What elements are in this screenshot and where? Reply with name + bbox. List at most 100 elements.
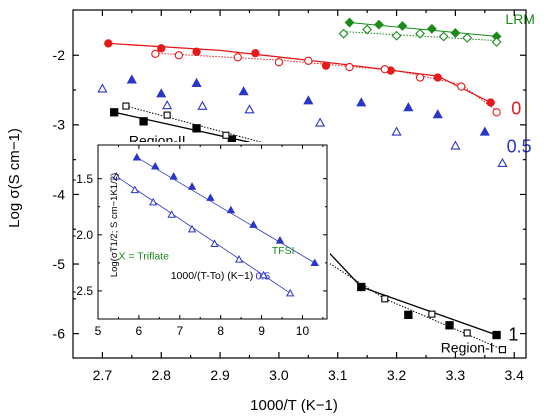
inset-x-tick-label: 5 <box>95 324 102 338</box>
data-point-series-5 <box>162 100 173 110</box>
main-plot-frame <box>72 9 527 359</box>
data-point-series-4 <box>403 102 414 112</box>
data-point-series-6 <box>110 108 119 117</box>
inset-y-tick-label: -2.0 <box>72 228 93 242</box>
data-point-series-2 <box>157 44 166 53</box>
data-point-series-5 <box>497 157 508 167</box>
data-point-series-1 <box>338 28 349 39</box>
inset-data-point-series-1 <box>130 185 139 194</box>
inset-label-x-triflate: X = Triflate <box>118 251 169 263</box>
inset-data-point-series-0 <box>275 236 285 244</box>
data-point-series-5 <box>97 83 108 93</box>
main-y-tick-label: -4 <box>53 186 66 202</box>
data-point-series-5 <box>244 104 255 114</box>
x1-open-fit-line <box>125 105 503 351</box>
data-point-series-4 <box>303 95 314 105</box>
main-axes: 2.7 2.8 2.9 3.0 3.1 3.2 3.3 3.4 -2 -3 -4 -5 -6 <box>53 9 527 383</box>
data-point-series-6 <box>139 117 148 126</box>
data-point-series-6 <box>357 282 366 292</box>
data-point-series-2 <box>251 49 260 58</box>
data-point-series-1 <box>362 24 373 35</box>
inset-data-point-series-1 <box>149 197 158 206</box>
data-point-series-3 <box>492 108 501 117</box>
data-point-series-7 <box>463 329 471 337</box>
label-x05: 0.5 <box>507 137 532 157</box>
main-y-tick-label: -3 <box>53 117 66 133</box>
data-point-series-2 <box>433 73 442 82</box>
data-point-series-5 <box>391 126 402 136</box>
main-x-tick-label: 2.7 <box>93 367 113 383</box>
label-x1: 1 <box>508 325 518 345</box>
inset-y-axis-label: Log(σT1/2; S cm−1K1/2) <box>109 173 120 277</box>
main-y-tick-label: -5 <box>53 256 66 272</box>
inset-data-point-series-1 <box>259 270 268 279</box>
data-point-series-3 <box>233 53 242 62</box>
data-point-series-7 <box>381 295 389 303</box>
label-lrm: LRM <box>505 11 535 27</box>
main-x-tick-label: 3.2 <box>387 367 407 383</box>
data-point-series-6 <box>404 310 413 319</box>
data-point-series-5 <box>450 140 461 150</box>
inset-y-tick-label: -1.5 <box>72 172 93 186</box>
main-x-tick-label: 3.3 <box>446 367 466 383</box>
data-point-series-7 <box>122 102 130 110</box>
inset-plot-frame <box>97 144 328 320</box>
main-y-axis-label: Log σ(S cm−1) <box>6 128 23 228</box>
main-x-tick-label: 3.1 <box>328 367 348 383</box>
inset-data-point-series-0 <box>169 172 178 180</box>
inset-label-x05: 0.5 <box>255 271 270 283</box>
data-point-series-1 <box>462 32 473 43</box>
data-point-series-7 <box>428 310 436 318</box>
data-point-series-5 <box>315 117 326 127</box>
main-x-tick-label: 3.4 <box>504 367 524 383</box>
data-point-series-6 <box>192 124 201 133</box>
inset-x-tick-label: 9 <box>258 324 265 338</box>
inset-data-point-series-0 <box>249 220 258 228</box>
inset-data-point-series-1 <box>234 255 244 263</box>
data-point-series-3 <box>415 73 425 82</box>
main-y-tick-label: -2 <box>53 47 66 63</box>
inset-x-axis-label: 1000/(T-To) (K−1) <box>171 270 254 282</box>
main-x-axis-label: 1000/T (K−1) <box>250 397 338 414</box>
data-point-series-2 <box>192 47 201 56</box>
data-point-series-6 <box>492 330 501 340</box>
inset-label-tfsi: TFSI <box>272 245 295 257</box>
inset-data-point-series-0 <box>310 258 319 267</box>
inset-x-tick-label: 10 <box>296 324 310 338</box>
inset-fit-line-1 <box>116 176 291 294</box>
data-point-series-3 <box>380 65 389 74</box>
data-point-series-0 <box>426 23 437 34</box>
data-point-series-2 <box>486 98 495 107</box>
inset-x-tick-label: 8 <box>217 324 224 338</box>
data-point-series-3 <box>274 58 284 67</box>
lrm-fit-line <box>349 22 497 37</box>
main-x-tick-label: 3.0 <box>269 367 289 383</box>
data-point-series-3 <box>174 51 184 60</box>
inset-data-point-series-1 <box>286 288 295 297</box>
data-point-series-4 <box>432 109 443 119</box>
inset-data-points: X = Triflate TFSI 0.5 <box>112 152 319 297</box>
data-point-series-6 <box>445 321 454 330</box>
inset-y-tick-label: -2.5 <box>72 284 93 298</box>
inset-fit-lines <box>116 156 315 294</box>
data-point-series-2 <box>321 61 331 70</box>
data-point-series-4 <box>238 86 249 96</box>
inset-data-point-series-1 <box>187 224 197 233</box>
inset-data-point-series-1 <box>210 239 219 247</box>
data-point-series-0 <box>344 17 355 28</box>
inset-x-tick-label: 6 <box>136 324 143 338</box>
data-point-series-3 <box>151 49 160 58</box>
inset-data-point-series-0 <box>226 205 236 214</box>
data-point-series-4 <box>191 77 202 87</box>
inset-fit-line-0 <box>136 156 315 264</box>
data-point-series-7 <box>498 346 507 354</box>
data-point-series-4 <box>479 126 490 136</box>
main-y-tick-label: -6 <box>53 326 66 342</box>
inset-axes: 5 6 7 8 9 10 -1.5 -2.0 -2.5 <box>72 144 328 338</box>
inset-data-point-series-0 <box>206 193 215 201</box>
label-region-i: Region-I <box>441 339 494 355</box>
data-point-series-1 <box>491 37 502 47</box>
data-point-series-1 <box>438 31 449 42</box>
inset-data-point-series-0 <box>187 182 197 190</box>
